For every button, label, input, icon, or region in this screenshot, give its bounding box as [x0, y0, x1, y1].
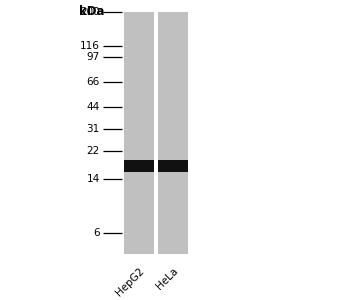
Text: 22: 22: [86, 146, 100, 156]
Bar: [124, 160, 154, 172]
Text: kDa: kDa: [80, 5, 105, 18]
Text: 44: 44: [86, 102, 100, 112]
Text: 97: 97: [86, 52, 100, 62]
Text: 6: 6: [93, 228, 100, 238]
Bar: [158, 12, 188, 253]
Text: 116: 116: [80, 41, 100, 51]
Text: HepG2: HepG2: [114, 266, 146, 298]
Bar: [158, 160, 188, 172]
Bar: [124, 12, 154, 253]
Text: HeLa: HeLa: [154, 266, 180, 292]
Text: 31: 31: [86, 124, 100, 134]
Text: 66: 66: [86, 76, 100, 86]
Text: 14: 14: [86, 174, 100, 184]
Text: 200: 200: [80, 7, 100, 16]
